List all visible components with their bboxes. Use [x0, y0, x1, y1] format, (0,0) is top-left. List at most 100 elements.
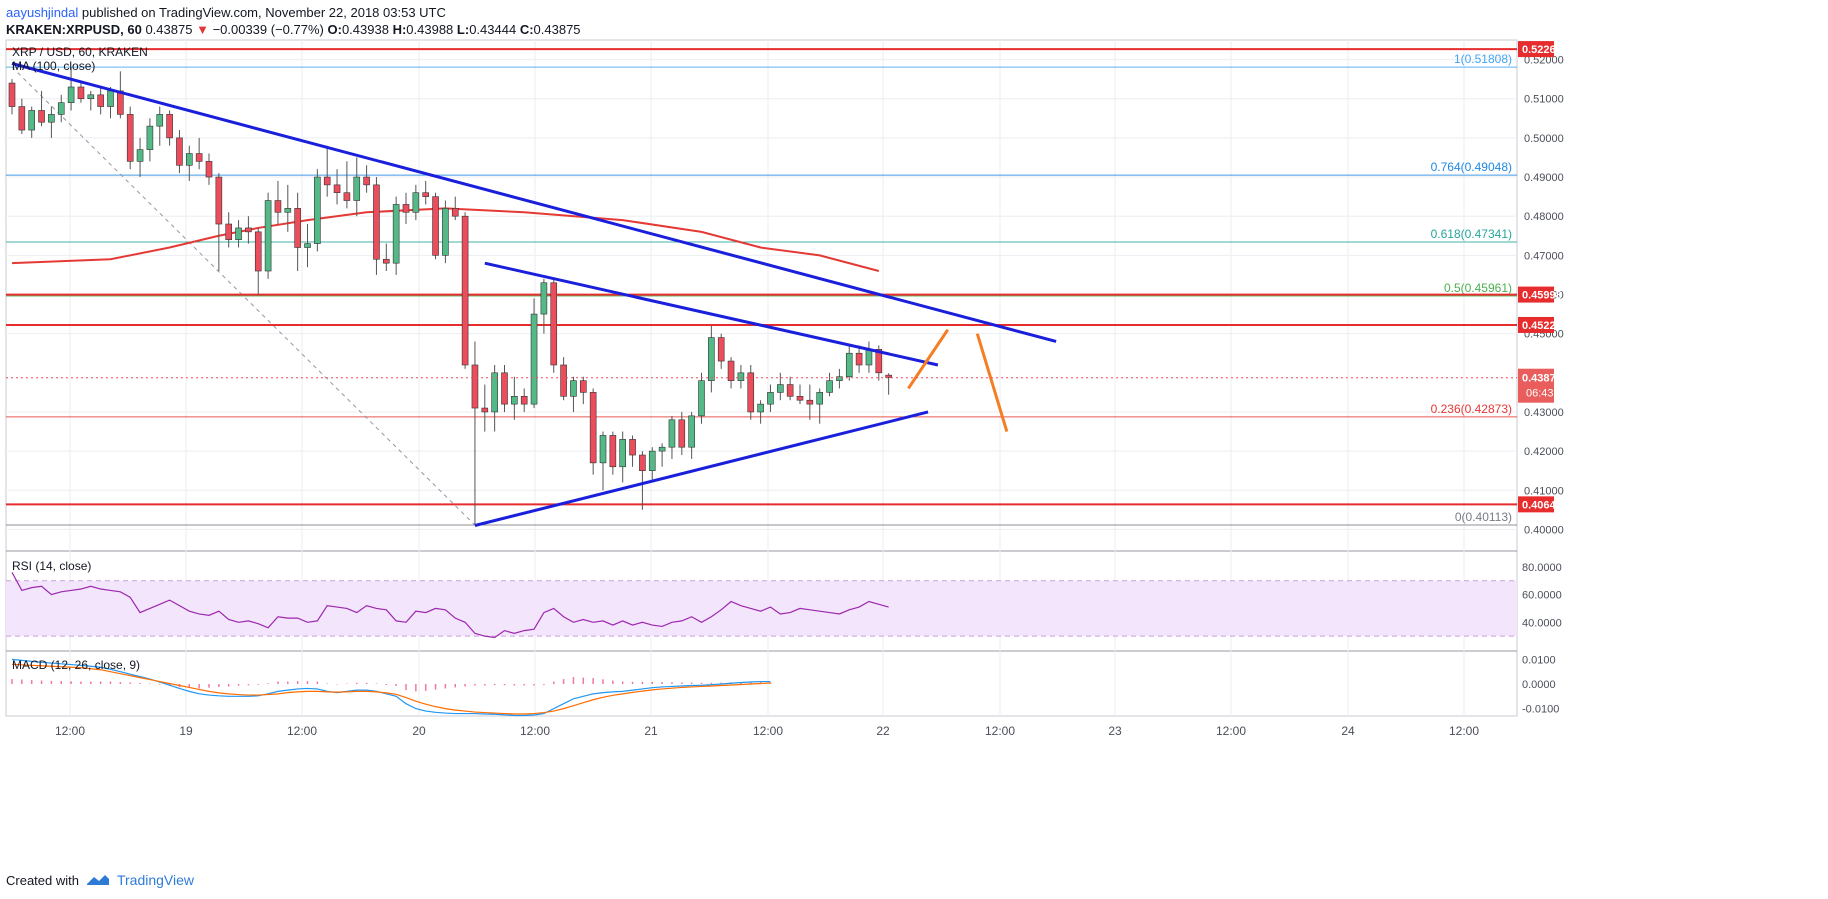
candle-body — [767, 392, 774, 405]
candle — [767, 384, 774, 412]
candle-body — [826, 380, 833, 393]
candle — [156, 106, 164, 146]
candle-body — [560, 364, 567, 397]
candle — [176, 130, 183, 174]
chart-title: XRP / USD, 60, KRAKEN — [12, 45, 148, 59]
candle — [18, 98, 26, 134]
candle — [619, 431, 627, 483]
candle-body — [8, 82, 16, 107]
price-change: −0.00339 (−0.77%) — [212, 22, 324, 37]
candle-body — [107, 90, 114, 107]
candle — [245, 216, 252, 244]
candle-body — [836, 376, 843, 381]
candle — [609, 431, 617, 475]
candle-body — [195, 153, 203, 162]
candle — [708, 325, 715, 393]
candle-body — [402, 204, 410, 213]
publish-text: published on TradingView.com, November 2… — [81, 5, 446, 20]
candle-body — [639, 454, 646, 471]
level-tag-label: 0.52268 — [1522, 44, 1562, 56]
candle — [392, 196, 400, 275]
candle-body — [668, 419, 676, 448]
candle — [629, 435, 636, 467]
candle — [885, 373, 892, 395]
ma-legend: MA (100, close) — [12, 59, 95, 73]
candle — [560, 357, 567, 401]
candle-body — [264, 200, 272, 272]
candle-body — [97, 94, 104, 107]
tradingview-brand[interactable]: TradingView — [116, 872, 195, 888]
fib-level-label: 0.618(0.47341) — [1431, 227, 1512, 241]
candle — [570, 376, 577, 412]
tradingview-logo-icon — [86, 875, 109, 885]
rsi-tick-label: 60.0000 — [1522, 590, 1562, 602]
candle — [501, 364, 508, 412]
candle-body — [57, 102, 65, 115]
y-tick-label: 0.41000 — [1524, 485, 1564, 497]
candle-body — [540, 282, 548, 315]
candle — [776, 372, 784, 401]
candle — [511, 376, 518, 420]
candle — [658, 443, 666, 467]
candle — [481, 384, 489, 432]
candle — [402, 192, 410, 225]
last-price-tag: 0.43875 — [1522, 373, 1562, 385]
candle-body — [412, 192, 420, 213]
candle-body — [18, 106, 26, 131]
x-tick-label: 12:00 — [985, 724, 1015, 738]
candle-body — [205, 161, 213, 178]
level-tag-label: 0.45998 — [1522, 290, 1562, 302]
candle-body — [353, 176, 361, 201]
candle-body — [698, 380, 705, 417]
candle-body — [451, 208, 459, 217]
x-tick-label: 12:00 — [287, 724, 317, 738]
candle — [727, 357, 735, 389]
candle — [422, 180, 430, 205]
candle — [97, 86, 104, 115]
candle — [235, 220, 242, 248]
candle — [166, 110, 173, 146]
y-tick-label: 0.42000 — [1524, 446, 1564, 458]
candle — [442, 200, 449, 264]
candle — [786, 376, 794, 401]
candle-body — [757, 403, 764, 413]
candle — [146, 118, 154, 162]
candle-body — [717, 337, 725, 362]
candle-body — [274, 200, 282, 213]
candle-body — [215, 176, 223, 225]
candle-body — [599, 435, 607, 464]
level-tag-bg — [1518, 286, 1554, 303]
candle — [530, 298, 538, 409]
candle — [717, 333, 725, 369]
candle-body — [382, 258, 390, 264]
candle-body — [373, 184, 380, 260]
fib-level-label: 0(0.40113) — [1455, 510, 1512, 524]
candle-body — [442, 208, 449, 256]
candle-body — [530, 313, 538, 405]
candle-body — [136, 149, 144, 162]
low-value: 0.43444 — [469, 22, 517, 37]
candle-body — [28, 110, 36, 131]
candle — [589, 388, 597, 475]
macd-tick-label: 0.0000 — [1522, 679, 1556, 691]
author-link[interactable]: aayushjindal — [6, 5, 79, 20]
candle — [639, 451, 646, 510]
projection-arrow — [975, 333, 1009, 432]
candle-body — [87, 94, 95, 100]
candle-body — [678, 419, 686, 448]
candle — [648, 447, 656, 483]
last-price: 0.43875 — [145, 22, 193, 37]
open-label: O: — [327, 22, 342, 37]
rsi-line — [11, 572, 889, 639]
candle — [471, 341, 479, 526]
candle — [333, 169, 341, 205]
candle-body — [727, 360, 735, 381]
candle — [274, 180, 282, 225]
candle-body — [747, 372, 755, 413]
candle — [757, 400, 764, 424]
candle — [323, 145, 331, 197]
candle-body — [885, 374, 892, 378]
x-tick-label: 24 — [1341, 724, 1355, 738]
candle-body — [245, 227, 252, 233]
